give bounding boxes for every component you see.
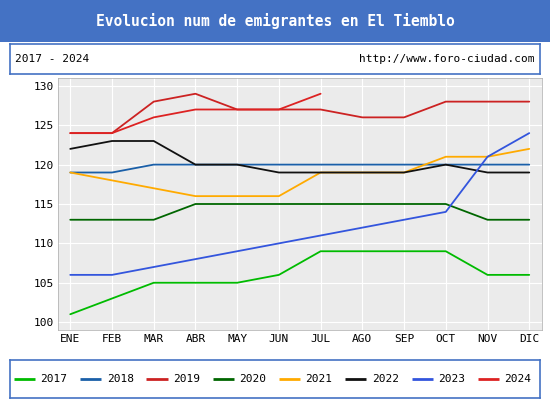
Text: 2021: 2021	[305, 374, 333, 384]
Text: 2017: 2017	[40, 374, 68, 384]
Text: 2019: 2019	[173, 374, 200, 384]
Text: 2023: 2023	[438, 374, 465, 384]
Text: Evolucion num de emigrantes en El Tiemblo: Evolucion num de emigrantes en El Tiembl…	[96, 13, 454, 29]
Text: 2017 - 2024: 2017 - 2024	[15, 54, 90, 64]
Text: 2022: 2022	[372, 374, 399, 384]
Text: http://www.foro-ciudad.com: http://www.foro-ciudad.com	[359, 54, 535, 64]
Text: 2018: 2018	[107, 374, 134, 384]
Text: 2020: 2020	[239, 374, 266, 384]
Text: 2024: 2024	[504, 374, 531, 384]
